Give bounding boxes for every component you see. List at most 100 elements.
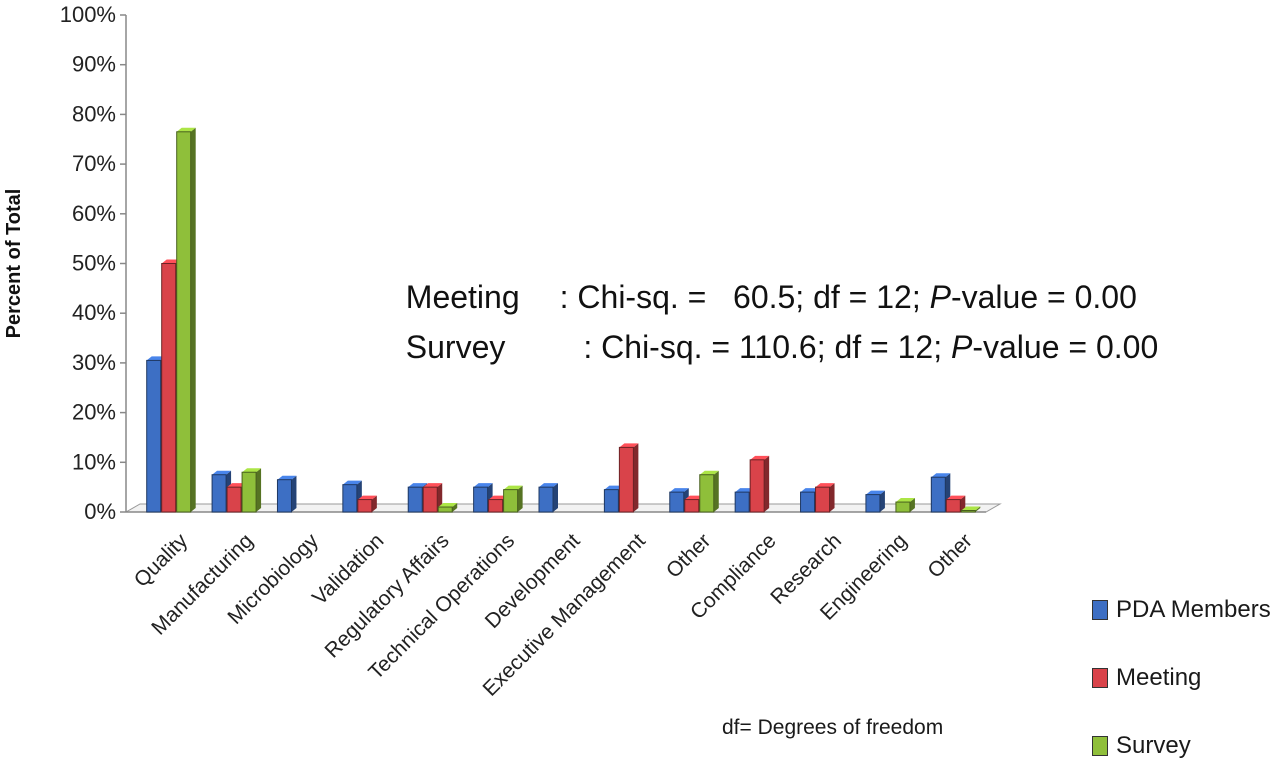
- legend-label: Meeting: [1116, 664, 1202, 691]
- bar: [176, 131, 192, 513]
- bar: [800, 491, 816, 513]
- bar-top: [212, 470, 232, 475]
- x-tick-label: Other: [923, 529, 976, 582]
- bar: [422, 486, 438, 513]
- y-tick-label: 40%: [72, 300, 116, 325]
- bar-top: [473, 483, 493, 488]
- stat-values: Chi-sq. = 60.5; df = 12;: [577, 279, 930, 315]
- stat-group-label: Meeting: [405, 279, 520, 315]
- bar-top: [539, 483, 558, 488]
- y-tick-label: 60%: [72, 201, 116, 226]
- y-tick-label: 100%: [60, 2, 116, 27]
- bar: [960, 510, 976, 513]
- stat-colon: :: [559, 279, 569, 315]
- y-tick-label: 30%: [72, 350, 116, 375]
- y-tick-label: 0%: [84, 499, 116, 524]
- chi-square-meeting: Meeting: Chi-sq. = 60.5; df = 12; P-valu…: [388, 242, 1137, 316]
- bar-top: [895, 498, 915, 503]
- bar: [226, 486, 242, 513]
- bar: [749, 459, 765, 513]
- stat-colon: :: [583, 329, 593, 365]
- bar: [146, 359, 162, 513]
- bar-side: [553, 483, 558, 512]
- bar: [618, 446, 634, 513]
- bar: [276, 479, 292, 513]
- bar-side: [960, 495, 966, 512]
- bar-side: [437, 483, 443, 512]
- bar-top: [815, 483, 835, 488]
- bar: [407, 486, 423, 513]
- y-tick-label: 70%: [72, 151, 116, 176]
- bar: [473, 486, 489, 513]
- legend-swatch: [1092, 736, 1108, 756]
- bar: [734, 491, 750, 513]
- stat-group-label: Survey: [405, 329, 506, 365]
- y-tick-label: 50%: [72, 251, 116, 276]
- bar-top: [277, 475, 297, 480]
- bar: [865, 494, 881, 513]
- legend-item-meeting: Meeting: [1092, 664, 1201, 692]
- bar-side: [975, 506, 981, 512]
- bar-top: [604, 485, 624, 490]
- legend-label: PDA Members: [1116, 596, 1271, 623]
- bar: [357, 499, 373, 513]
- bar-side: [371, 495, 377, 512]
- bar-top: [176, 127, 196, 132]
- bar-top: [146, 356, 166, 361]
- bar-top: [342, 480, 362, 485]
- bar: [241, 471, 257, 513]
- y-tick-label: 90%: [72, 52, 116, 77]
- bar-side: [633, 443, 639, 512]
- bar-top: [865, 490, 885, 495]
- legend-swatch: [1092, 600, 1108, 620]
- bar-side: [517, 485, 523, 512]
- bar-top: [242, 468, 262, 473]
- bar-side: [452, 503, 458, 512]
- stat-values: Chi-sq. = 110.6; df = 12;: [601, 329, 951, 365]
- bar-side: [764, 455, 770, 512]
- bar-top: [161, 259, 181, 264]
- bar-top: [946, 495, 966, 500]
- stat-p-value: -value = 0.00: [950, 279, 1137, 315]
- bar-top: [750, 455, 770, 460]
- bar-side: [879, 490, 885, 512]
- stat-p-symbol: P: [951, 329, 973, 365]
- bar-top: [408, 483, 428, 488]
- bar: [930, 476, 946, 513]
- bar-top: [931, 473, 951, 478]
- df-footnote: df= Degrees of freedom: [722, 716, 944, 739]
- x-tick-label: Quality: [130, 529, 193, 592]
- stat-p-value: -value = 0.00: [972, 329, 1159, 365]
- bar: [945, 499, 961, 513]
- bar: [488, 499, 504, 513]
- bar-top: [357, 495, 377, 500]
- y-tick-label: 20%: [72, 400, 116, 425]
- bar-top: [503, 485, 523, 490]
- legend-swatch: [1092, 668, 1108, 688]
- y-axis-title: Percent of Total: [3, 189, 25, 339]
- chi-square-survey: Survey: Chi-sq. = 110.6; df = 12; P-valu…: [388, 292, 1158, 366]
- bar-top: [699, 470, 719, 475]
- x-tick-label: Regulatory Affairs: [321, 529, 454, 662]
- x-tick-label: Other: [662, 529, 715, 582]
- bar-top: [961, 506, 981, 511]
- bar-side: [190, 127, 196, 513]
- bar: [669, 491, 685, 513]
- bar-top: [735, 488, 755, 493]
- bar: [538, 486, 554, 513]
- bar-side: [909, 498, 915, 512]
- bar-top: [619, 443, 639, 448]
- bar: [699, 474, 715, 513]
- bar: [503, 489, 519, 513]
- bar: [603, 489, 619, 513]
- bar-side: [291, 475, 297, 512]
- bar-top: [669, 488, 689, 493]
- y-tick-label: 10%: [72, 449, 116, 474]
- bar-side: [829, 483, 835, 512]
- bar: [161, 263, 177, 513]
- bar: [815, 486, 831, 513]
- bar: [342, 484, 358, 513]
- bar-top: [423, 483, 443, 488]
- bar: [211, 474, 227, 513]
